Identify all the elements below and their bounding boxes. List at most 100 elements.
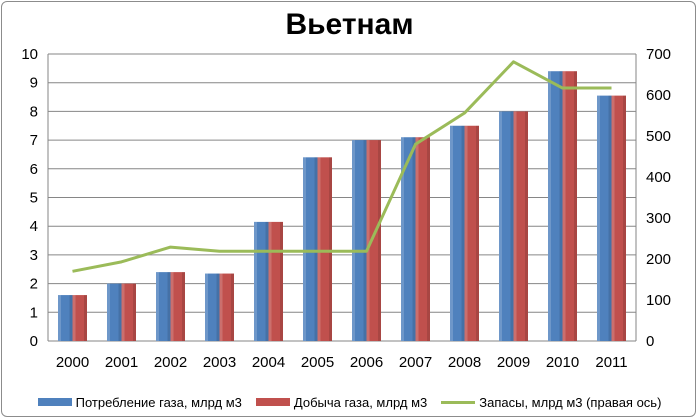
right-axis-tick-label: 0: [646, 333, 654, 350]
left-axis-tick-label: 2: [30, 276, 38, 293]
left-axis-tick-label: 3: [30, 247, 38, 264]
bar-shade: [182, 272, 185, 341]
bar-highlight: [121, 283, 125, 341]
bar-shade: [476, 125, 479, 341]
x-axis-tick-label: 2002: [154, 354, 187, 371]
bar-highlight: [499, 111, 502, 342]
bar-shade: [427, 137, 430, 341]
bar-highlight: [352, 140, 355, 341]
x-axis-tick-label: 2006: [350, 354, 383, 371]
bar-shade: [280, 221, 283, 341]
bar-highlight: [415, 137, 419, 341]
bar-consumption: [254, 221, 269, 341]
left-axis-tick-label: 7: [30, 132, 38, 149]
bar-fill: [464, 125, 479, 341]
bar-production: [611, 95, 626, 342]
bar-fill: [156, 272, 171, 341]
bar-fill: [170, 272, 185, 341]
bar-shade: [69, 295, 73, 341]
bar-fill: [121, 283, 136, 341]
bar-shade: [412, 137, 416, 341]
legend-item-consumption: Потребление газа, млрд м3: [37, 395, 242, 410]
right-axis-tick-label: 500: [646, 128, 671, 145]
bar-shade: [525, 111, 528, 342]
left-axis-tick-label: 1: [30, 304, 38, 321]
bar-consumption: [205, 273, 220, 341]
bar-shade: [623, 95, 626, 342]
bar-highlight: [156, 272, 159, 341]
bar-production: [562, 71, 577, 341]
bar-production: [170, 272, 185, 341]
bar-consumption: [401, 137, 416, 341]
x-axis-tick-label: 2004: [252, 354, 285, 371]
bar-shade: [510, 111, 514, 342]
bar-production: [513, 111, 528, 342]
bar-highlight: [450, 125, 453, 341]
bar-highlight: [254, 221, 257, 341]
x-axis-tick-label: 2003: [203, 354, 236, 371]
bar-consumption: [597, 95, 612, 342]
bar-highlight: [58, 295, 61, 341]
bar-highlight: [268, 221, 272, 341]
bar-fill: [562, 71, 577, 341]
left-axis-tick-label: 0: [30, 333, 38, 350]
bar-highlight: [611, 95, 615, 342]
bar-consumption: [499, 111, 514, 342]
bar-production: [464, 125, 479, 341]
right-axis-tick-label: 600: [646, 87, 671, 104]
bar-highlight: [107, 283, 110, 341]
legend-swatch-reserves: [441, 400, 476, 404]
bar-shade: [363, 140, 367, 341]
bar-fill: [303, 157, 318, 341]
bar-shade: [265, 221, 269, 341]
left-axis-tick-label: 8: [30, 103, 38, 120]
bar-highlight: [548, 71, 551, 341]
bar-highlight: [72, 295, 76, 341]
legend-label-reserves: Запасы, млрд м3 (правая ось): [479, 394, 662, 410]
chart-title: Вьетнам: [285, 8, 414, 41]
bar-fill: [401, 137, 416, 341]
bar-shade: [167, 272, 171, 341]
bar-consumption: [450, 125, 465, 341]
bar-fill: [499, 111, 514, 342]
bar-consumption: [58, 295, 73, 341]
bar-highlight: [170, 272, 174, 341]
x-axis-tick-label: 2001: [105, 354, 138, 371]
right-axis-tick-label: 400: [646, 169, 671, 186]
legend-swatch-consumption: [37, 398, 72, 406]
bar-highlight: [205, 273, 208, 341]
right-axis-tick-label: 200: [646, 251, 671, 268]
bar-fill: [352, 140, 367, 341]
bar-production: [219, 273, 234, 341]
bar-highlight: [303, 157, 306, 341]
bar-shade: [574, 71, 577, 341]
bar-shade: [329, 157, 332, 341]
bar-fill: [205, 273, 220, 341]
bar-fill: [611, 95, 626, 342]
bar-fill: [513, 111, 528, 342]
x-axis-tick-label: 2005: [301, 354, 334, 371]
bar-fill: [107, 283, 122, 341]
bar-shade: [314, 157, 318, 341]
x-axis-tick-label: 2011: [595, 354, 627, 371]
left-axis-tick-label: 9: [30, 75, 38, 92]
bar-shade: [608, 95, 612, 342]
bar-shade: [133, 283, 136, 341]
bar-shade: [461, 125, 465, 341]
bar-production: [317, 157, 332, 341]
x-axis-tick-label: 2009: [497, 354, 530, 371]
bar-consumption: [156, 272, 171, 341]
bar-highlight: [597, 95, 600, 342]
bar-consumption: [303, 157, 318, 341]
bar-fill: [72, 295, 87, 341]
bar-shade: [378, 140, 381, 341]
left-axis-tick-label: 5: [30, 190, 38, 207]
bar-fill: [548, 71, 563, 341]
bar-fill: [366, 140, 381, 341]
bar-highlight: [513, 111, 517, 342]
bar-production: [415, 137, 430, 341]
bar-production: [121, 283, 136, 341]
left-axis-tick-label: 6: [30, 161, 38, 178]
legend-item-reserves: Запасы, млрд м3 (правая ось): [441, 395, 661, 410]
